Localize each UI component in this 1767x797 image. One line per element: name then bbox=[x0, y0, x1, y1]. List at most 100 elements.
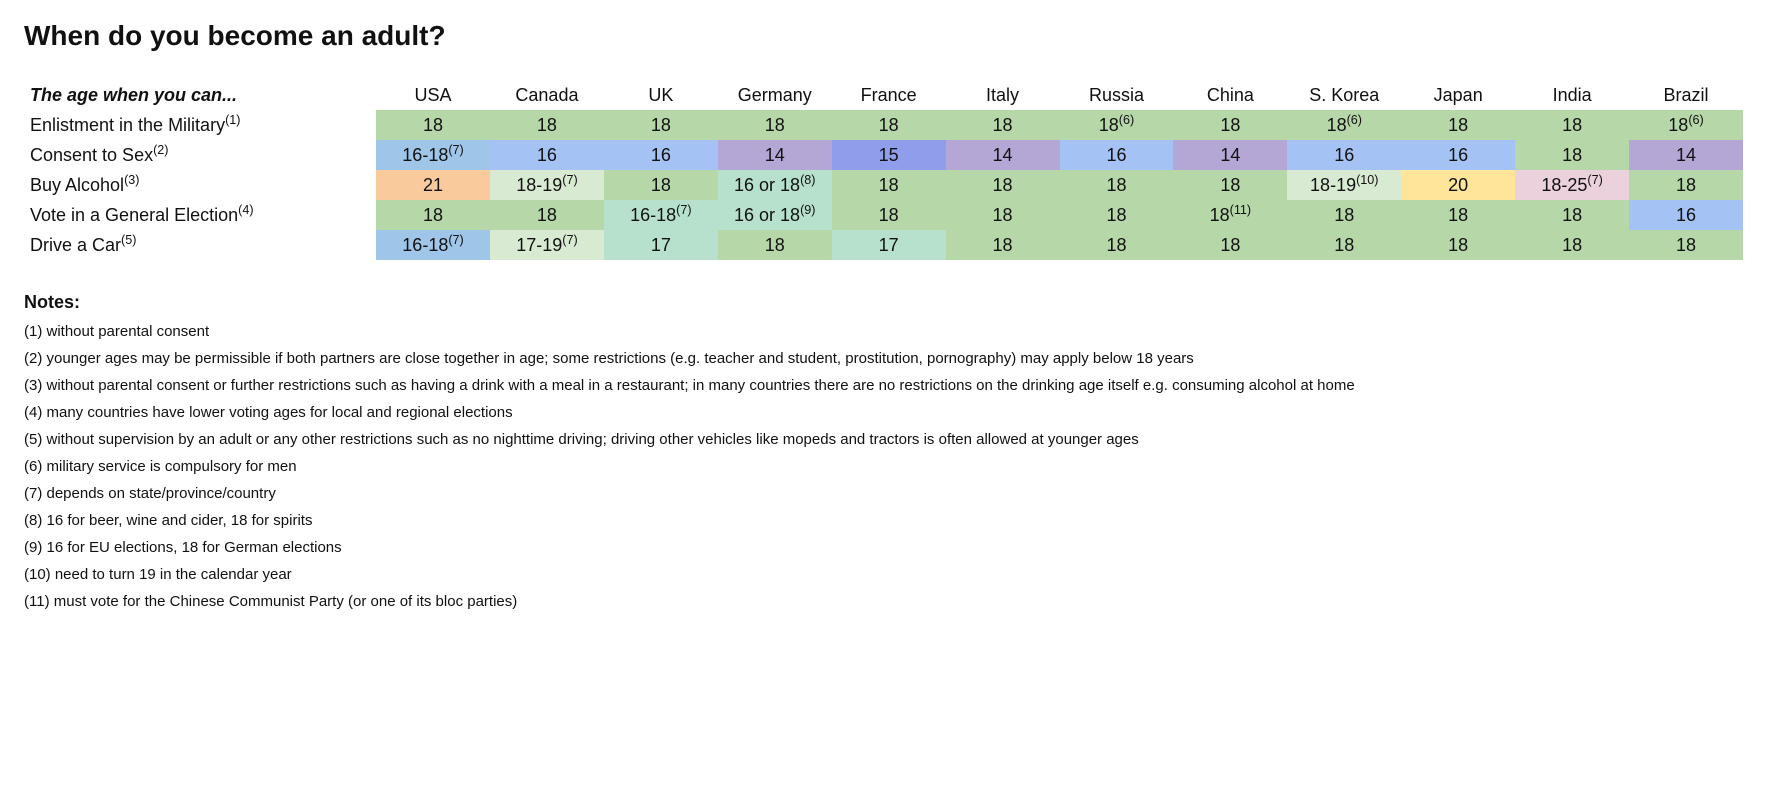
data-cell: 18(11) bbox=[1173, 200, 1287, 230]
data-cell: 16-18(7) bbox=[376, 140, 490, 170]
cell-footnote: (7) bbox=[676, 203, 691, 217]
data-cell: 16 bbox=[604, 140, 718, 170]
row-label: Buy Alcohol(3) bbox=[24, 170, 376, 200]
data-cell: 14 bbox=[1173, 140, 1287, 170]
table-row: Buy Alcohol(3)2118-19(7)1816 or 18(8)181… bbox=[24, 170, 1743, 200]
table-body: Enlistment in the Military(1)18181818181… bbox=[24, 110, 1743, 260]
data-cell: 18 bbox=[1060, 200, 1174, 230]
notes-list: (1) without parental consent(2) younger … bbox=[24, 323, 1743, 610]
data-cell: 18 bbox=[1287, 200, 1401, 230]
subtitle: The age when you can... bbox=[30, 85, 237, 105]
note-item: (7) depends on state/province/country bbox=[24, 485, 1743, 502]
country-header: India bbox=[1515, 80, 1629, 110]
data-cell: 18 bbox=[1629, 170, 1743, 200]
row-label: Enlistment in the Military(1) bbox=[24, 110, 376, 140]
data-cell: 16 bbox=[1287, 140, 1401, 170]
data-cell: 18 bbox=[1515, 140, 1629, 170]
data-cell: 18 bbox=[1515, 200, 1629, 230]
data-cell: 18 bbox=[604, 170, 718, 200]
data-cell: 20 bbox=[1401, 170, 1515, 200]
country-header: China bbox=[1173, 80, 1287, 110]
table-row: Enlistment in the Military(1)18181818181… bbox=[24, 110, 1743, 140]
country-header: Germany bbox=[718, 80, 832, 110]
adulthood-table: The age when you can... USACanadaUKGerma… bbox=[24, 80, 1743, 260]
note-item: (2) younger ages may be permissible if b… bbox=[24, 350, 1743, 367]
data-cell: 18 bbox=[1515, 230, 1629, 260]
row-label: Drive a Car(5) bbox=[24, 230, 376, 260]
data-cell: 18 bbox=[946, 170, 1060, 200]
notes-header: Notes: bbox=[24, 292, 1743, 313]
data-cell: 16 bbox=[1629, 200, 1743, 230]
note-item: (5) without supervision by an adult or a… bbox=[24, 431, 1743, 448]
data-cell: 17-19(7) bbox=[490, 230, 604, 260]
data-cell: 18 bbox=[946, 110, 1060, 140]
data-cell: 18 bbox=[490, 200, 604, 230]
row-label-footnote: (2) bbox=[153, 143, 168, 157]
data-cell: 18(6) bbox=[1287, 110, 1401, 140]
cell-footnote: (6) bbox=[1119, 113, 1134, 127]
data-cell: 18 bbox=[1401, 230, 1515, 260]
data-cell: 18 bbox=[1401, 110, 1515, 140]
data-cell: 18 bbox=[1060, 230, 1174, 260]
country-header: Canada bbox=[490, 80, 604, 110]
country-header: Russia bbox=[1060, 80, 1174, 110]
data-cell: 16 or 18(9) bbox=[718, 200, 832, 230]
data-cell: 18 bbox=[1629, 230, 1743, 260]
cell-footnote: (10) bbox=[1356, 173, 1378, 187]
data-cell: 16 bbox=[1401, 140, 1515, 170]
data-cell: 18 bbox=[490, 110, 604, 140]
table-row: Vote in a General Election(4)181816-18(7… bbox=[24, 200, 1743, 230]
row-label-footnote: (1) bbox=[225, 113, 240, 127]
country-header: Italy bbox=[946, 80, 1060, 110]
data-cell: 18 bbox=[1060, 170, 1174, 200]
cell-footnote: (6) bbox=[1347, 113, 1362, 127]
data-cell: 18(6) bbox=[1629, 110, 1743, 140]
note-item: (8) 16 for beer, wine and cider, 18 for … bbox=[24, 512, 1743, 529]
row-label-footnote: (5) bbox=[121, 233, 136, 247]
cell-footnote: (6) bbox=[1688, 113, 1703, 127]
note-item: (11) must vote for the Chinese Communist… bbox=[24, 593, 1743, 610]
data-cell: 18-25(7) bbox=[1515, 170, 1629, 200]
data-cell: 18-19(7) bbox=[490, 170, 604, 200]
row-label-footnote: (3) bbox=[124, 173, 139, 187]
cell-footnote: (7) bbox=[562, 233, 577, 247]
cell-footnote: (7) bbox=[1587, 173, 1602, 187]
data-cell: 17 bbox=[604, 230, 718, 260]
country-header: Japan bbox=[1401, 80, 1515, 110]
country-header: France bbox=[832, 80, 946, 110]
data-cell: 18 bbox=[1173, 110, 1287, 140]
country-header: USA bbox=[376, 80, 490, 110]
table-row: Consent to Sex(2)16-18(7)161614151416141… bbox=[24, 140, 1743, 170]
data-cell: 18 bbox=[1173, 170, 1287, 200]
data-cell: 18 bbox=[1173, 230, 1287, 260]
data-cell: 15 bbox=[832, 140, 946, 170]
data-cell: 16-18(7) bbox=[376, 230, 490, 260]
page-title: When do you become an adult? bbox=[24, 20, 1743, 52]
data-cell: 18 bbox=[718, 230, 832, 260]
data-cell: 18 bbox=[1401, 200, 1515, 230]
data-cell: 16 or 18(8) bbox=[718, 170, 832, 200]
note-item: (9) 16 for EU elections, 18 for German e… bbox=[24, 539, 1743, 556]
cell-footnote: (9) bbox=[800, 203, 815, 217]
table-row: Drive a Car(5)16-18(7)17-19(7)1718171818… bbox=[24, 230, 1743, 260]
data-cell: 18-19(10) bbox=[1287, 170, 1401, 200]
data-cell: 17 bbox=[832, 230, 946, 260]
data-cell: 18 bbox=[832, 170, 946, 200]
data-cell: 18 bbox=[604, 110, 718, 140]
cell-footnote: (7) bbox=[448, 233, 463, 247]
data-cell: 18 bbox=[946, 230, 1060, 260]
cell-footnote: (7) bbox=[448, 143, 463, 157]
data-cell: 18 bbox=[1515, 110, 1629, 140]
row-label: Consent to Sex(2) bbox=[24, 140, 376, 170]
data-cell: 14 bbox=[1629, 140, 1743, 170]
data-cell: 18(6) bbox=[1060, 110, 1174, 140]
data-cell: 14 bbox=[718, 140, 832, 170]
cell-footnote: (11) bbox=[1230, 203, 1251, 217]
cell-footnote: (7) bbox=[562, 173, 577, 187]
data-cell: 16 bbox=[1060, 140, 1174, 170]
row-label: Vote in a General Election(4) bbox=[24, 200, 376, 230]
country-header: S. Korea bbox=[1287, 80, 1401, 110]
data-cell: 16-18(7) bbox=[604, 200, 718, 230]
note-item: (3) without parental consent or further … bbox=[24, 377, 1743, 394]
data-cell: 14 bbox=[946, 140, 1060, 170]
